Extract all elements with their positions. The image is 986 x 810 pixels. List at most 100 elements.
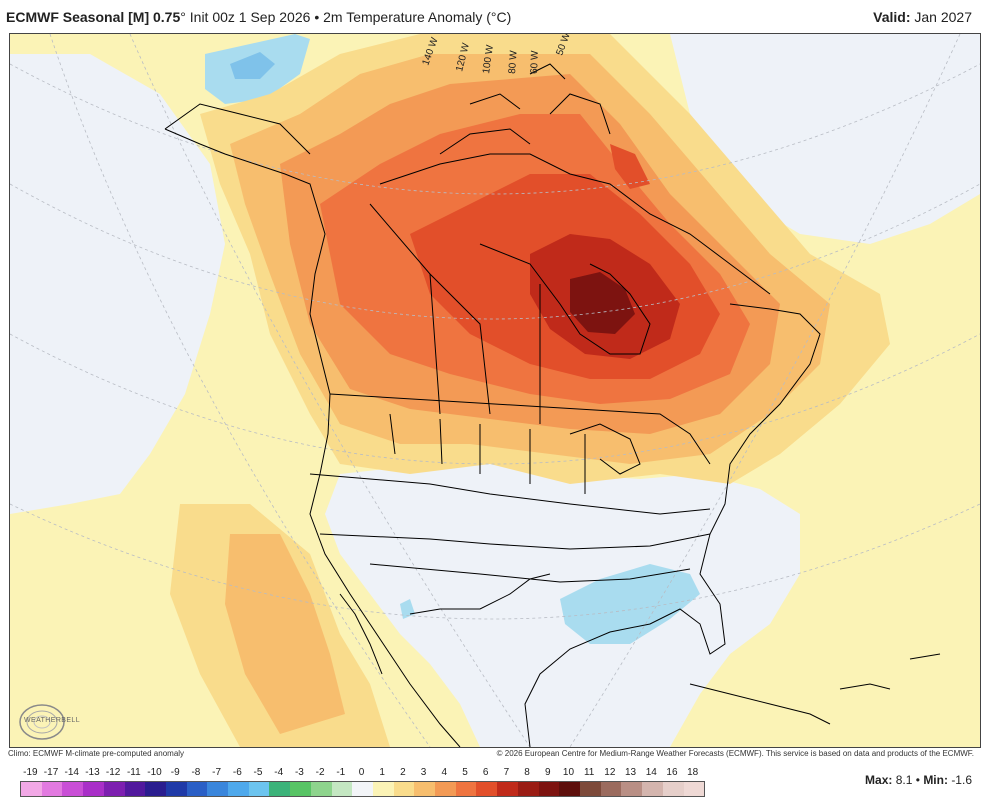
colorbar-cell: [517, 782, 539, 796]
cuba-coast: [689, 683, 831, 725]
colorbar-tick-label: 9: [544, 767, 551, 778]
colorbar-cell: [435, 782, 456, 796]
state-borders: [309, 473, 711, 515]
baja-peninsula: [339, 593, 383, 675]
colorbar-tick-label: 3: [420, 767, 427, 778]
model-name: ECMWF Seasonal [M] 0.75: [6, 9, 181, 25]
colorbar-tick-label: 1: [379, 767, 385, 778]
colorbar-tick-label: 5: [462, 767, 468, 778]
gulf-cool-patch: [560, 564, 700, 644]
colorbar-cell: [207, 782, 229, 796]
map-header: ECMWF Seasonal [M] 0.75° Init 00z 1 Sep …: [0, 0, 986, 32]
colorbar-cell: [228, 782, 249, 796]
min-label: Min:: [923, 773, 948, 787]
colorbar-tick-label: 10: [562, 767, 575, 778]
colorbar-cell: [683, 782, 705, 796]
colorbar-cell: [621, 782, 643, 796]
caribbean-islands: [839, 653, 941, 690]
copyright-note: © 2026 European Centre for Medium-Range …: [496, 749, 974, 758]
colorbar-tick-label: -13: [85, 767, 100, 778]
state-borders: [319, 533, 711, 550]
colorbar-tick-label: 18: [687, 767, 699, 778]
logo-text: WEATHERBELL: [24, 717, 81, 724]
cool-anomaly-regions: [205, 34, 700, 644]
pacific-near-zero-region: [10, 54, 225, 514]
colorbar-tick-label: 2: [400, 767, 406, 778]
degree-mark: °: [180, 9, 186, 25]
field-name: 2m Temperature Anomaly (°C): [323, 9, 512, 25]
valid-value: Jan 2027: [914, 9, 972, 25]
colorbar-cell: [21, 782, 42, 796]
colorbar-cell: [103, 782, 125, 796]
colorbar-cell: [83, 782, 104, 796]
weatherbell-logo: [19, 704, 65, 740]
colorbar-tick-label: 8: [524, 767, 530, 778]
colorbar-tick-label: -3: [294, 767, 304, 778]
coastlines-and-borders: [164, 63, 941, 747]
colorbar-cell: [579, 782, 601, 796]
colorbar-cell: [310, 782, 332, 796]
colorbar-tick-label: 6: [482, 767, 489, 778]
min-value: -1.6: [951, 773, 972, 787]
colorbar-cell: [538, 782, 560, 796]
climo-note: Climo: ECMWF M-climate pre-computed anom…: [8, 749, 185, 758]
colorbar-cell: [600, 782, 622, 796]
colorbar-cell: [248, 782, 270, 796]
us-canada-border: [329, 393, 711, 465]
longitude-label: 60 W: [529, 50, 541, 74]
colorbar-cell: [145, 782, 166, 796]
max-label: Max:: [865, 773, 893, 787]
colorbar-cell: [642, 782, 663, 796]
init-time: Init 00z 1 Sep 2026: [189, 9, 311, 25]
map-title: ECMWF Seasonal [M] 0.75° Init 00z 1 Sep …: [6, 9, 511, 25]
alaska-coast: [164, 103, 311, 155]
anomaly-contour-7: [570, 272, 635, 334]
colorbar-tick-label: 4: [441, 767, 448, 778]
colorbar-tick-label: -14: [64, 767, 79, 778]
meridian-line: [129, 34, 531, 747]
colorbar-tick-label: -1: [336, 767, 346, 778]
us-mexico-border: [409, 573, 551, 615]
title-bullet: •: [314, 9, 320, 25]
colorbar-tick-label: 12: [604, 767, 616, 778]
colorbar-tick-label: 13: [624, 767, 637, 778]
colorbar-tick-label: -4: [274, 767, 284, 778]
colorbar-tick-label: 16: [666, 767, 678, 778]
valid-date: Valid: Jan 2027: [873, 9, 972, 25]
colorbar-tick-label: -5: [253, 767, 263, 778]
colorbar-tick-label: 7: [503, 767, 510, 778]
great-lakes: [569, 423, 641, 475]
colorbar-tick-label: -19: [23, 767, 38, 778]
colorbar-tick-label: -9: [170, 767, 180, 778]
colorbar-tick-label: 14: [645, 767, 657, 778]
map-canvas: 140 W 120 W 100 W 80 W 60 W 50 W: [10, 34, 980, 747]
hudson-bay-coast: [479, 243, 651, 355]
baffin-warm-spot: [610, 144, 650, 189]
arctic-islands: [439, 63, 611, 155]
parallel-line: [10, 503, 980, 620]
colorbar-tick-label: -6: [232, 767, 242, 778]
max-value: 8.1: [895, 773, 913, 787]
colorbar-tick-label: -2: [315, 767, 325, 778]
colorbar-cell: [372, 782, 394, 796]
parallel-line: [10, 333, 980, 465]
colorbar-cell: [165, 782, 187, 796]
colorbar-cell: [331, 782, 353, 796]
colorbar-cell: [62, 782, 84, 796]
arctic-coastline: [379, 153, 771, 295]
max-min-readout: Max: 8.1 • Min: -1.6: [865, 773, 972, 787]
colorbar-cell: [497, 782, 518, 796]
parallel-line: [10, 63, 980, 195]
province-borders: [429, 273, 541, 424]
anomaly-map: 140 W 120 W 100 W 80 W 60 W 50 W WEATHER…: [9, 33, 981, 748]
colorbar-tick-label: -17: [43, 767, 59, 778]
province-borders: [369, 203, 491, 415]
colorbar-tick-label: -11: [126, 767, 141, 778]
colorbar-cell: [559, 782, 580, 796]
atlantic-gulf-coastline: [524, 303, 821, 747]
meridian-line: [49, 34, 431, 747]
parallel-line: [10, 183, 980, 320]
colorbar-cell: [455, 782, 477, 796]
colorbar-cell: [41, 782, 63, 796]
meridian-line: [569, 34, 961, 747]
